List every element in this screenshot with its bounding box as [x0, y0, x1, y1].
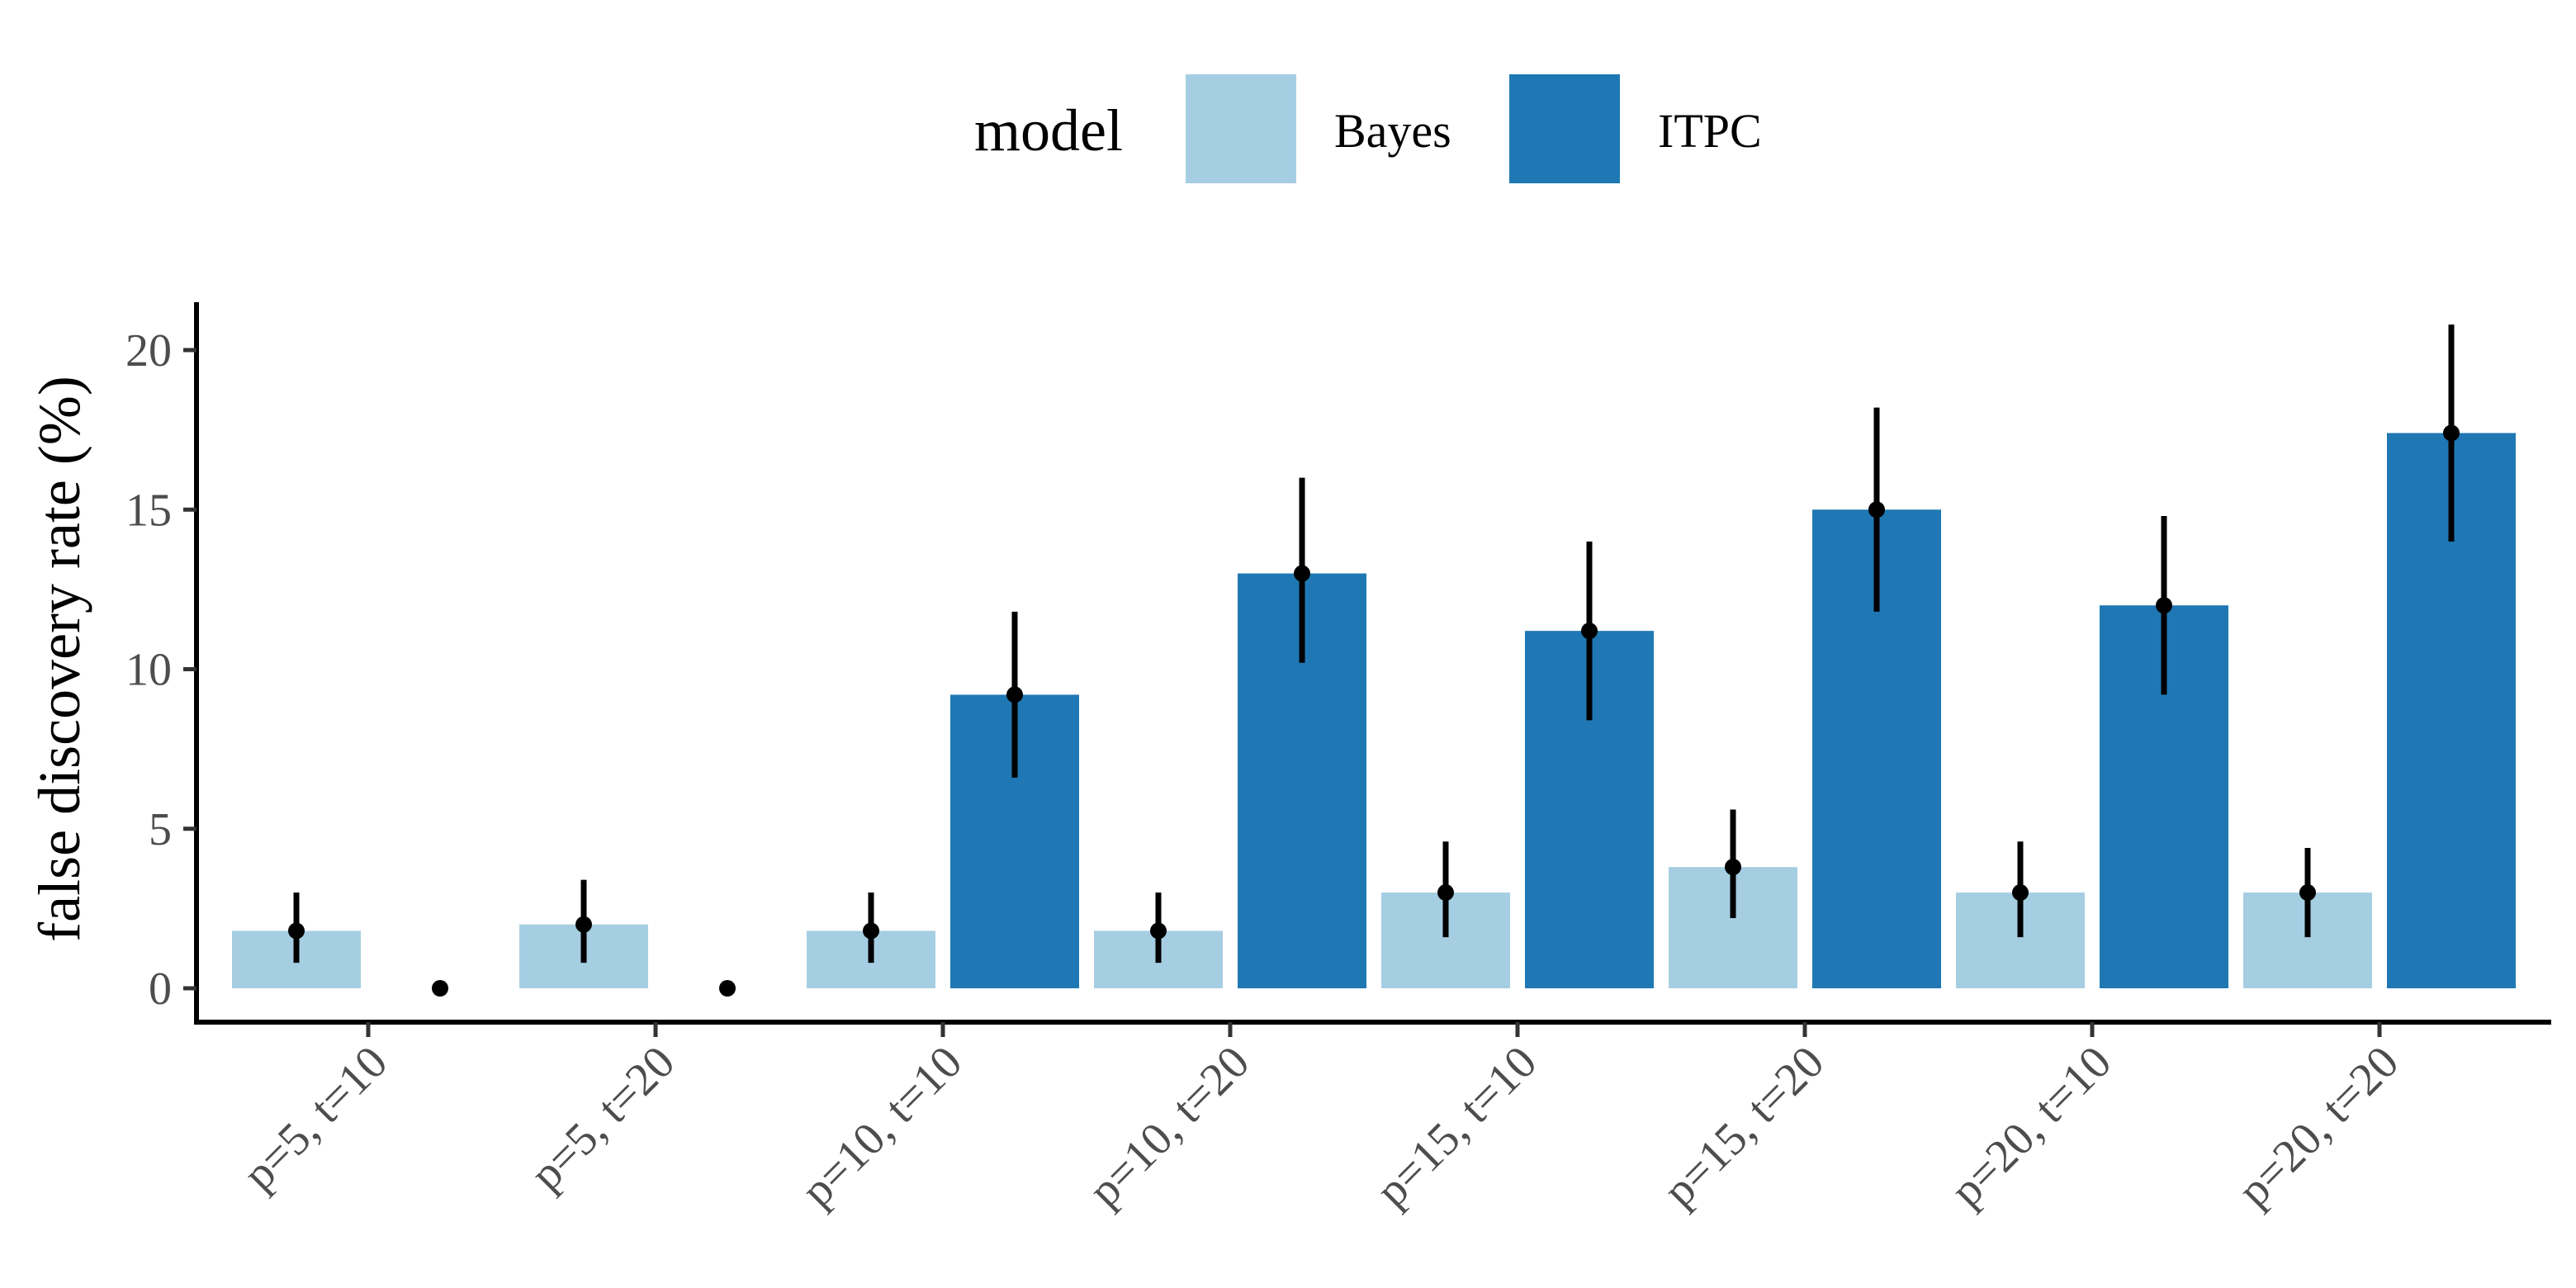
y-tick-label-20: 20 [125, 325, 172, 376]
point-itpc-p-10-t-10 [1006, 686, 1023, 703]
point-itpc-p-5-t-10 [432, 980, 448, 997]
legend-swatch-bayes [1186, 74, 1296, 183]
point-bayes-p-10-t-10 [863, 922, 879, 940]
plot-area [232, 324, 2516, 997]
x-tick-label-p-5-t-10: p=5, t=10 [234, 1036, 398, 1200]
x-tick-label-p-20-t-20: p=20, t=20 [2228, 1036, 2408, 1216]
y-tick-label-15: 15 [125, 485, 172, 536]
y-tick-label-0: 0 [149, 964, 172, 1015]
point-bayes-p-5-t-10 [288, 922, 305, 940]
x-axis: p=5, t=10 p=5, t=20 p=10, t=10 p=10, t=20 p=… [194, 1020, 2551, 1217]
y-axis: 0 5 10 15 20 [125, 302, 199, 1024]
x-tick-label-p-5-t-20: p=5, t=20 [521, 1036, 685, 1200]
point-itpc-p-10-t-20 [1294, 565, 1310, 582]
point-bayes-p-20-t-10 [2012, 884, 2029, 902]
bars [232, 433, 2516, 988]
point-bayes-p-10-t-20 [1150, 922, 1167, 940]
legend-title: model [974, 97, 1123, 163]
point-itpc-p-5-t-20 [719, 980, 736, 997]
point-itpc-p-15-t-10 [1581, 623, 1598, 640]
point-itpc-p-15-t-20 [1868, 501, 1885, 519]
x-tick-label-p-10-t-10: p=10, t=10 [792, 1036, 972, 1216]
y-tick-label-5: 5 [149, 804, 172, 855]
y-tick-label-10: 10 [125, 645, 172, 696]
x-tick-label-p-10-t-20: p=10, t=20 [1079, 1036, 1259, 1216]
legend-label-bayes: Bayes [1334, 104, 1451, 158]
point-bayes-p-15-t-10 [1437, 884, 1454, 902]
x-tick-label-p-15-t-20: p=15, t=20 [1654, 1036, 1834, 1216]
y-axis-title: false discovery rate (%) [26, 376, 92, 942]
legend-swatch-itpc [1509, 74, 1620, 183]
points [288, 424, 2460, 997]
x-tick-label-p-15-t-10: p=15, t=10 [1366, 1036, 1546, 1216]
point-itpc-p-20-t-10 [2156, 597, 2172, 614]
point-bayes-p-20-t-20 [2299, 884, 2316, 902]
point-bayes-p-15-t-20 [1725, 859, 1741, 876]
x-tick-label-p-20-t-10: p=20, t=10 [1941, 1036, 2121, 1216]
point-itpc-p-20-t-20 [2443, 424, 2460, 442]
legend: model Bayes ITPC [974, 74, 1762, 183]
legend-label-itpc: ITPC [1658, 104, 1762, 158]
point-bayes-p-5-t-20 [575, 916, 592, 933]
